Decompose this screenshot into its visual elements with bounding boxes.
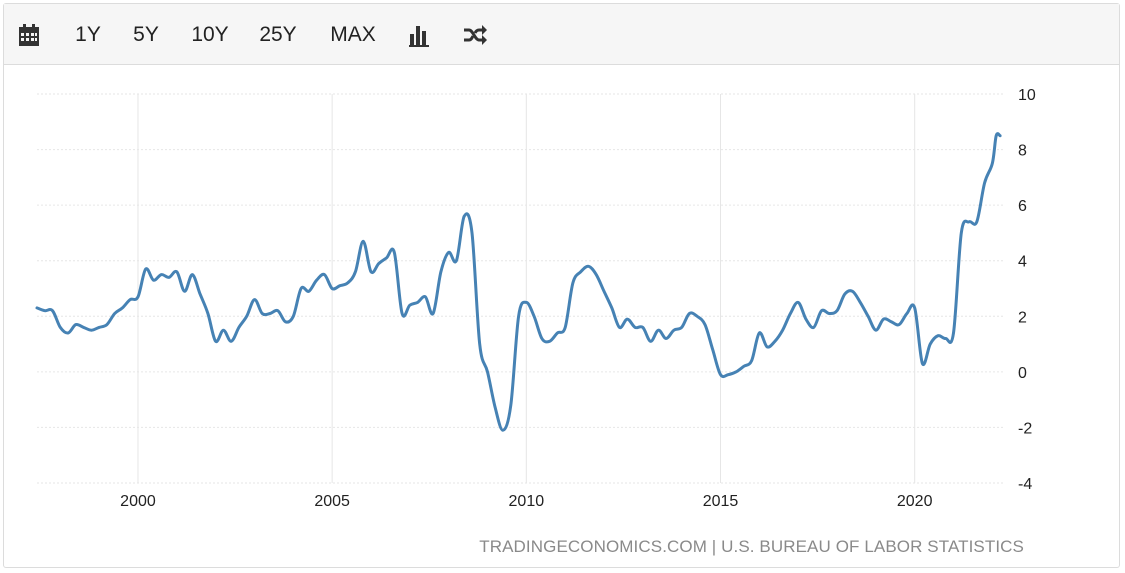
range-25y-button[interactable]: 25Y [259, 23, 297, 46]
compare-button[interactable] [462, 18, 490, 52]
x-tick-label: 2015 [703, 493, 739, 510]
toolbar: 1Y 5Y 10Y 25Y MAX [4, 4, 1119, 65]
y-axis: -4 -2 0 2 4 6 8 10 [1018, 87, 1036, 493]
range-max-button[interactable]: MAX [330, 23, 376, 46]
x-tick-label: 2010 [509, 493, 545, 510]
bar-chart-icon [409, 26, 429, 47]
line-chart: -4 -2 0 2 4 6 8 10 2000 2005 2010 2015 2020 [35, 87, 1036, 510]
y-tick-label: 4 [1018, 254, 1027, 271]
x-axis: 2000 2005 2010 2015 2020 [120, 493, 932, 510]
y-tick-label: -4 [1018, 476, 1032, 493]
chart-frame: 1Y 5Y 10Y 25Y MAX -4 -2 0 2 4 6 8 10 2000 2005 20… [3, 3, 1120, 568]
x-tick-label: 2005 [314, 493, 350, 510]
x-tick-label: 2020 [897, 493, 933, 510]
grid [37, 93, 1004, 484]
shuffle-icon [464, 25, 487, 45]
series-line [35, 132, 1002, 432]
y-tick-label: 0 [1018, 365, 1027, 382]
range-5y-button[interactable]: 5Y [133, 23, 159, 46]
x-tick-label: 2000 [120, 493, 156, 510]
y-tick-label: -2 [1018, 420, 1032, 437]
y-tick-label: 2 [1018, 309, 1027, 326]
source-credit: TRADINGECONOMICS.COM | U.S. BUREAU OF LA… [479, 537, 1024, 556]
chart-type-button[interactable] [408, 18, 432, 52]
y-tick-label: 8 [1018, 143, 1027, 160]
range-1y-button[interactable]: 1Y [75, 23, 101, 46]
calendar-icon [19, 24, 39, 46]
y-tick-label: 6 [1018, 198, 1027, 215]
y-tick-label: 10 [1018, 87, 1036, 104]
calendar-button[interactable] [18, 18, 42, 52]
range-10y-button[interactable]: 10Y [191, 23, 229, 46]
